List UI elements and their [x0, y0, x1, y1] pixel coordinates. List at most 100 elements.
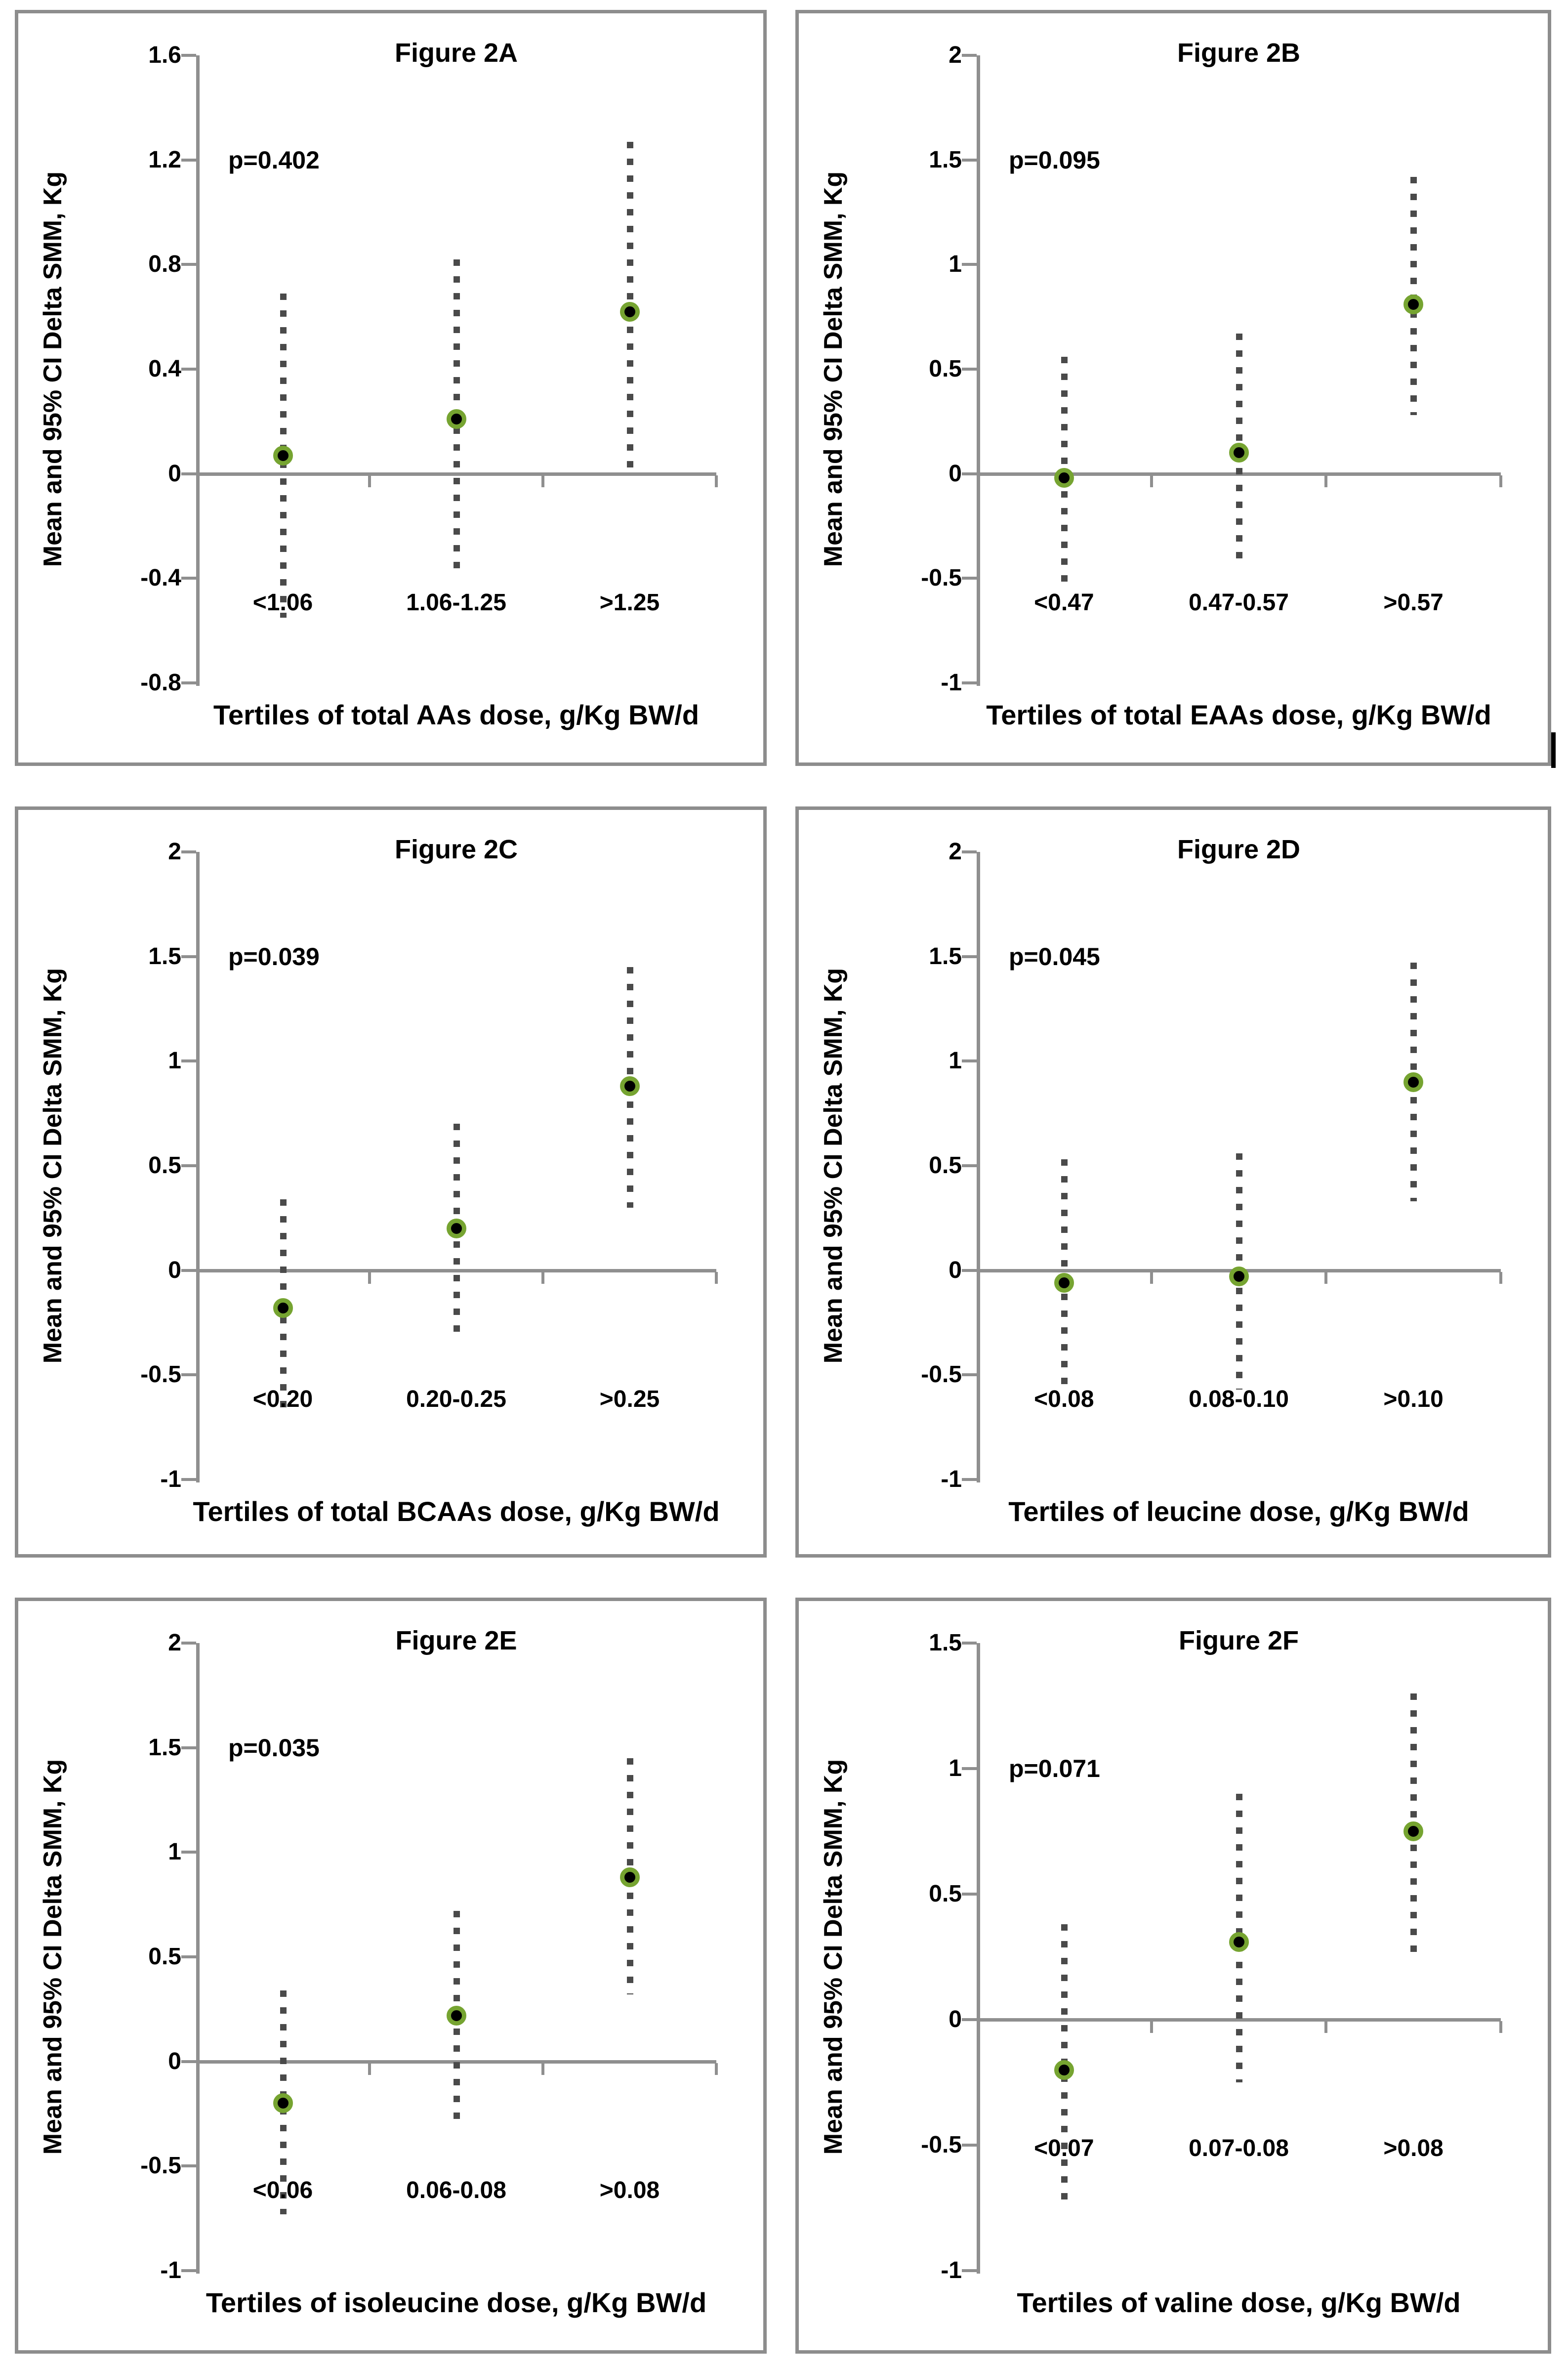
- y-tick-label: 2: [168, 839, 181, 865]
- mean-marker: [619, 1076, 640, 1097]
- y-axis-tick: [962, 1268, 977, 1272]
- y-tick-label: 0.5: [929, 356, 962, 382]
- p-value-label: p=0.039: [228, 942, 320, 971]
- mean-marker: [273, 2093, 293, 2113]
- mean-marker: [446, 2005, 466, 2026]
- x-axis-label: Tertiles of total BCAAs dose, g/Kg BW/d: [193, 1496, 720, 1527]
- x-category-label: <0.06: [252, 2177, 313, 2203]
- panel-figure-2e: Figure 2E p=0.035 Mean and 95% CI Delta …: [15, 1598, 767, 2354]
- y-tick-label: -0.5: [921, 565, 962, 592]
- y-axis-tick: [181, 2164, 196, 2168]
- x-axis-label: Tertiles of total AAs dose, g/Kg BW/d: [213, 699, 700, 730]
- x-category-label: 1.06-1.25: [406, 589, 506, 616]
- x-axis-tick: [1499, 475, 1502, 487]
- p-value-label: p=0.071: [1009, 1755, 1100, 1782]
- y-axis-tick: [181, 577, 196, 580]
- y-axis-tick: [181, 681, 196, 684]
- panel-title: Figure 2F: [1178, 1626, 1299, 1655]
- y-tick-label: -1: [160, 1466, 181, 1492]
- y-tick-label: 0: [168, 1257, 181, 1283]
- y-axis-tick: [181, 472, 196, 475]
- y-axis-tick: [962, 1767, 977, 1770]
- y-axis-tick: [181, 1373, 196, 1377]
- y-tick-label: 2: [949, 42, 962, 68]
- y-axis-line: [977, 852, 980, 1482]
- y-tick-label: 1: [168, 1839, 181, 1865]
- panel-figure-2b: Figure 2B p=0.095 Mean and 95% CI Delta …: [795, 10, 1551, 766]
- mean-marker: [1229, 1932, 1249, 1952]
- y-tick-label: 0.4: [148, 356, 181, 382]
- x-category-label: >0.10: [1383, 1386, 1444, 1412]
- y-tick-label: 1.5: [148, 943, 181, 970]
- mean-marker: [273, 445, 293, 465]
- y-tick-label: -1: [941, 670, 962, 696]
- y-axis-tick: [962, 577, 977, 580]
- y-axis-tick: [181, 1746, 196, 1749]
- x-category-label: <0.47: [1034, 589, 1094, 616]
- panel-title: Figure 2C: [394, 835, 518, 864]
- mean-marker: [1229, 443, 1249, 463]
- y-tick-label: -0.5: [921, 1361, 962, 1388]
- plot-area: 2 1.5 1 0.5 0 -0.5 -1 <0.47 0.47-0.57 >0.57: [799, 13, 1548, 762]
- x-category-label: 0.07-0.08: [1189, 2135, 1289, 2161]
- x-axis-label: Tertiles of isoleucine dose, g/Kg BW/d: [206, 2287, 707, 2318]
- mean-marker: [446, 409, 466, 429]
- y-tick-label: 0: [949, 460, 962, 487]
- mean-marker: [1054, 2060, 1074, 2080]
- y-axis-tick: [181, 158, 196, 162]
- x-category-label: >0.25: [599, 1386, 660, 1412]
- x-axis-tick: [715, 475, 718, 487]
- panel-figure-2c: Figure 2C p=0.039 Mean and 95% CI Delta …: [15, 806, 767, 1558]
- y-axis-tick: [962, 1164, 977, 1167]
- y-tick-label: 1.6: [148, 42, 181, 68]
- x-axis-tick: [368, 475, 371, 487]
- y-axis-tick: [962, 1893, 977, 1896]
- x-axis-tick: [368, 2063, 371, 2075]
- y-tick-label: 0: [949, 2006, 962, 2032]
- x-category-label: 0.06-0.08: [406, 2177, 506, 2203]
- mean-marker: [619, 301, 640, 322]
- y-tick-label: 1.5: [929, 146, 962, 173]
- x-category-label: 0.47-0.57: [1189, 589, 1289, 616]
- y-axis-tick: [962, 2269, 977, 2272]
- y-tick-label: 1.5: [148, 1734, 181, 1761]
- panel-title: Figure 2B: [1177, 38, 1301, 68]
- y-axis-tick: [962, 1373, 977, 1377]
- x-axis-tick: [1324, 475, 1328, 487]
- x-category-label: >1.25: [599, 589, 660, 616]
- y-axis-tick: [962, 1478, 977, 1481]
- y-axis-tick: [962, 2144, 977, 2147]
- x-axis-tick: [715, 1271, 718, 1284]
- y-tick-label: 2: [949, 839, 962, 865]
- x-axis-label: Tertiles of total EAAs dose, g/Kg BW/d: [986, 699, 1491, 730]
- x-axis-label: Tertiles of valine dose, g/Kg BW/d: [1017, 2287, 1461, 2318]
- mean-marker: [1403, 294, 1424, 314]
- x-axis-tick: [1324, 2021, 1328, 2033]
- y-tick-label: 1: [949, 1048, 962, 1074]
- y-axis-tick: [962, 54, 977, 57]
- mean-marker: [1403, 1821, 1424, 1841]
- y-tick-label: -0.5: [140, 2153, 181, 2179]
- x-axis-label: Tertiles of leucine dose, g/Kg BW/d: [1008, 1496, 1469, 1527]
- x-category-label: 0.20-0.25: [406, 1386, 506, 1412]
- y-axis-tick: [181, 1955, 196, 1958]
- x-category-label: >0.57: [1383, 589, 1444, 616]
- y-tick-label: -0.5: [140, 1361, 181, 1388]
- y-axis-tick: [962, 2018, 977, 2021]
- x-category-label: <1.06: [252, 589, 313, 616]
- y-axis-tick: [181, 263, 196, 266]
- x-category-label: 0.08-0.10: [1189, 1386, 1289, 1412]
- y-axis-tick: [181, 850, 196, 853]
- panel-figure-2a: Figure 2A p=0.402 Mean and 95% CI Delta …: [15, 10, 767, 766]
- mean-marker: [1054, 468, 1074, 488]
- y-axis-tick: [181, 1642, 196, 1645]
- y-axis-tick: [181, 2269, 196, 2272]
- plot-area: 2 1.5 1 0.5 0 -0.5 -1 <0.08 0.08-0.10 >0.10: [799, 810, 1548, 1554]
- x-axis-tick: [541, 475, 544, 487]
- y-axis-tick: [962, 1642, 977, 1645]
- plot-area: 2 1.5 1 0.5 0 -0.5 -1 <0.06 0.06-0.08 >0.08: [18, 1601, 763, 2350]
- y-axis-tick: [181, 1164, 196, 1167]
- y-tick-label: 0.5: [929, 1881, 962, 1907]
- p-value-label: p=0.095: [1009, 146, 1100, 174]
- y-tick-label: 0: [168, 2048, 181, 2074]
